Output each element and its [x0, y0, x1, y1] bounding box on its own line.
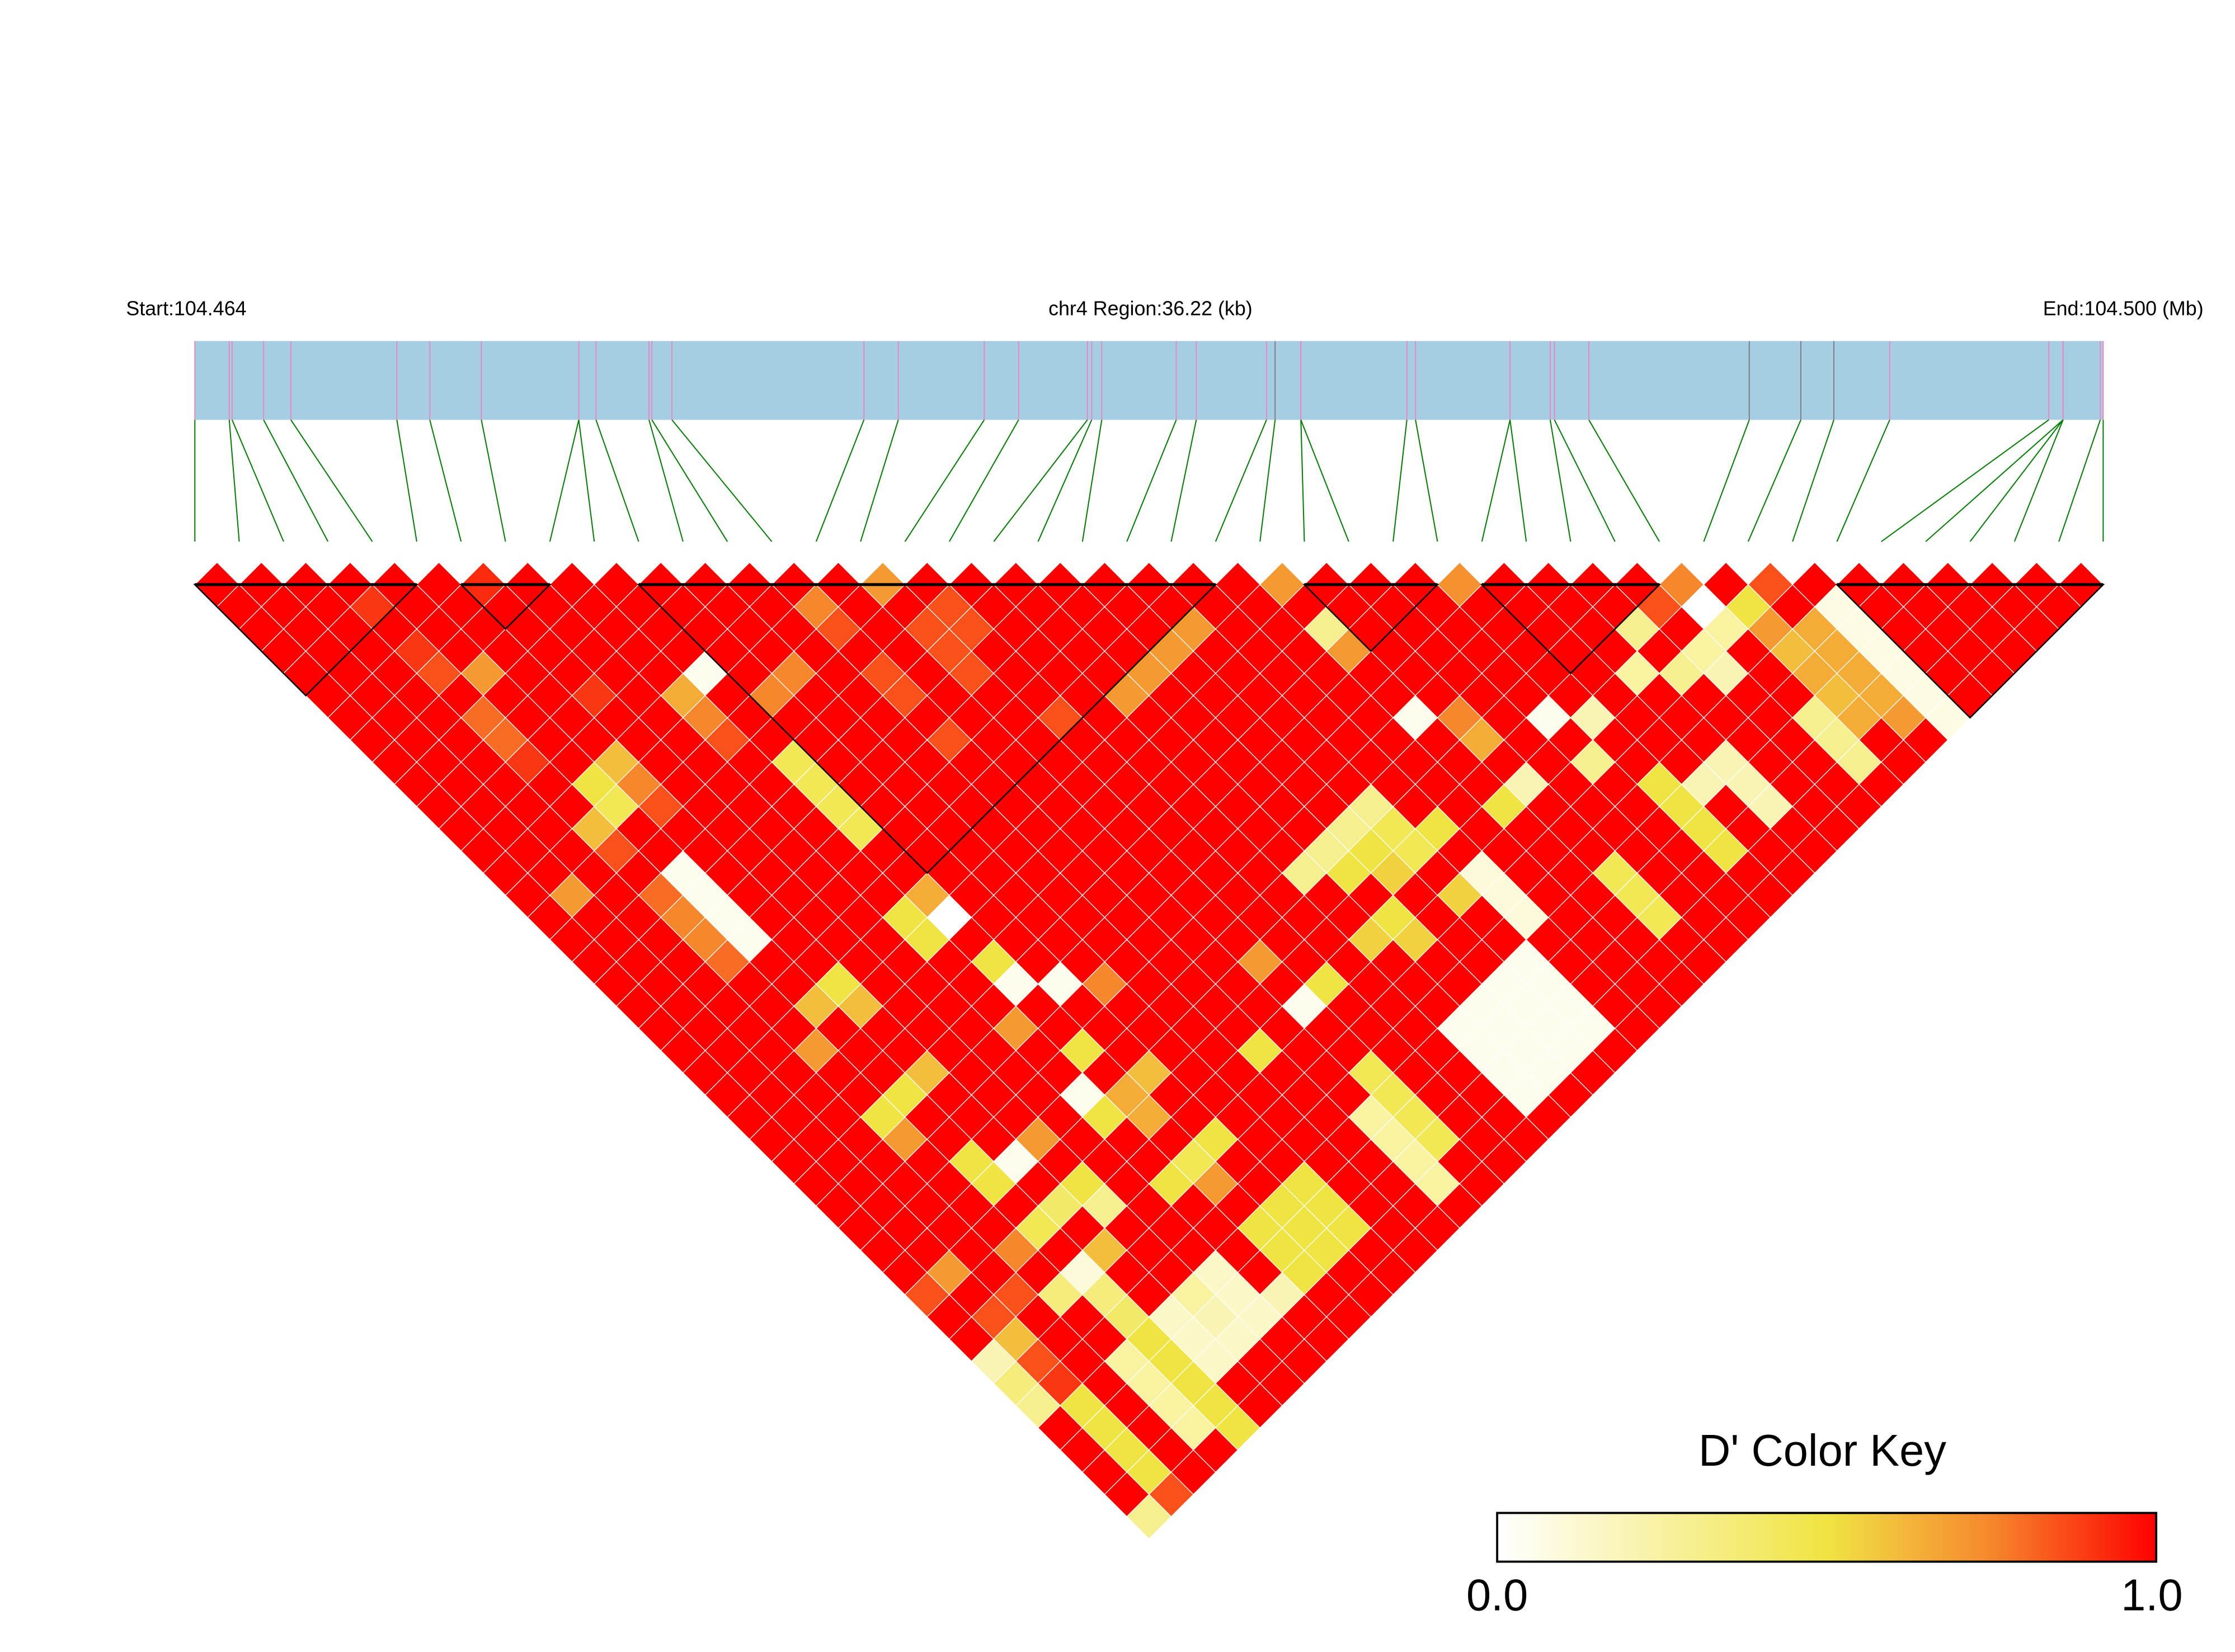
snp-connector: [1881, 419, 2049, 542]
snp-connector: [1392, 420, 1408, 542]
snp-connector: [948, 419, 1019, 542]
snp-connector: [1925, 419, 2064, 542]
snp-connector: [1081, 420, 1103, 542]
snp-connector: [904, 419, 985, 542]
snp-connector: [815, 420, 865, 542]
color-key-title: D' Color Key: [1698, 1425, 1946, 1475]
snp-connector: [1792, 420, 1834, 542]
ld-cells: [194, 562, 2104, 1540]
snp-connector: [651, 419, 728, 542]
snp-connector: [2058, 420, 2101, 542]
snp-connector: [231, 420, 284, 542]
snp-connector: [396, 420, 417, 542]
snp-connector: [1588, 419, 1660, 542]
region-start-label: Start:104.464: [126, 298, 246, 320]
snp-connector: [595, 420, 639, 542]
snp-connector: [263, 420, 329, 542]
snp-connector: [860, 420, 899, 542]
snp-connector: [549, 420, 580, 542]
color-key-min-label: 0.0: [1466, 1570, 1528, 1620]
snp-connector: [1509, 420, 1527, 542]
snp-connector: [1481, 420, 1511, 542]
snp-connector: [1703, 420, 1750, 542]
color-key-gradient: [1496, 1512, 2158, 1563]
snp-connector: [429, 420, 462, 542]
region-end-label: End:104.500 (Mb): [2043, 298, 2204, 320]
color-key-max-label: 1.0: [2121, 1570, 2182, 1620]
color-key: D' Color Key 0.0 1.0: [1466, 1425, 2183, 1620]
snp-connector: [2013, 420, 2064, 542]
snp-connectors: [194, 419, 2104, 542]
snp-connector: [1969, 419, 2064, 542]
snp-connector: [993, 419, 1088, 542]
region-length-label: chr4 Region:36.22 (kb): [1048, 298, 1253, 320]
snp-connector: [1554, 420, 1616, 542]
region-bar: [195, 341, 2104, 420]
snp-connector: [1259, 420, 1276, 542]
snp-connector: [1170, 420, 1197, 542]
snp-connector: [1215, 420, 1267, 542]
snp-connector: [1037, 420, 1093, 542]
snp-connector: [1836, 420, 1890, 542]
snp-connector: [1300, 420, 1305, 542]
snp-connector: [1415, 420, 1438, 542]
snp-connector: [290, 419, 373, 542]
snp-connector: [1549, 420, 1571, 542]
snp-connector: [578, 420, 595, 542]
ld-block-outlines: [193, 583, 2105, 874]
snp-connector: [228, 420, 240, 542]
snp-connector: [1126, 420, 1177, 542]
snp-connector: [671, 419, 773, 542]
snp-connector: [481, 420, 506, 542]
snp-connector: [1747, 420, 1801, 542]
snp-connector: [1300, 420, 1349, 542]
snp-connector: [648, 420, 684, 542]
snp-markers: [194, 341, 2104, 420]
